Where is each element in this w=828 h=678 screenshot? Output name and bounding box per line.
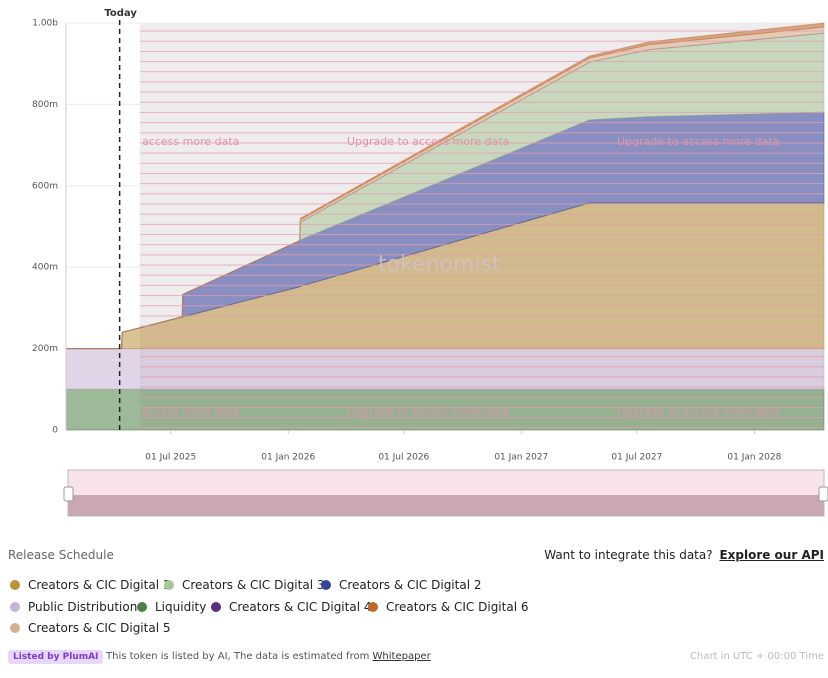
note: This token is listed by AI, The data is … [106,651,370,662]
lock-stripes [140,23,824,430]
y-tick-label: 1.00b [32,19,58,29]
x-tick-label: 01 Jul 2026 [378,453,429,463]
api-prompt: Want to integrate this data? [544,548,713,562]
legend-item[interactable]: Creators & CIC Digital 2 [321,578,481,592]
upgrade-watermark: Upgrade to access more data [347,405,509,418]
y-tick-label: 0 [52,426,58,436]
legend-item[interactable]: Creators & CIC Digital 4 [211,600,371,614]
upgrade-watermark: Upgrade to access more data [617,135,779,148]
legend-label: Creators & CIC Digital 1 [28,578,171,592]
x-tick-label: 01 Jul 2025 [145,453,196,463]
legend-swatch [321,580,331,590]
legend-label: Creators & CIC Digital 2 [339,578,482,592]
legend-label: Creators & CIC Digital 5 [28,621,171,635]
upgrade-watermark: Upgrade to access more data [347,135,509,148]
navigator-series [68,495,824,516]
today-label: Today [104,8,137,19]
navigator-handle[interactable] [63,486,74,502]
legend-label: Public Distribution [28,600,138,614]
upgrade-watermark: Upgrade to access more data [77,135,239,148]
legend-swatch [164,580,174,590]
y-tick-label: 600m [32,181,58,191]
legend-swatch [10,580,20,590]
whitepaper-link[interactable]: Whitepaper [372,651,431,662]
y-tick-label: 800m [32,100,58,110]
upgrade-watermark: Upgrade to access more data [617,405,779,418]
api-cta: Want to integrate this data? Explore our… [544,548,824,562]
legend-item[interactable]: Liquidity [137,600,206,614]
section-title: Release Schedule [8,548,114,562]
legend-swatch [10,623,20,633]
y-tick-label: 200m [32,344,58,354]
upgrade-watermark: Upgrade to access more data [77,405,239,418]
legend-label: Creators & CIC Digital 3 [182,578,325,592]
x-tick-label: 01 Jan 2026 [261,453,315,463]
navigator-handle[interactable] [818,486,828,502]
legend-item[interactable]: Public Distribution [10,600,137,614]
legend-label: Liquidity [155,600,207,614]
legend-label: Creators & CIC Digital 6 [386,600,529,614]
brand-watermark: tokenomist [378,252,501,277]
y-tick-label: 400m [32,263,58,273]
legend-swatch [211,602,221,612]
x-tick-label: 01 Jan 2028 [727,453,781,463]
x-tick-label: 01 Jan 2027 [494,453,548,463]
legend-item[interactable]: Creators & CIC Digital 5 [10,621,170,635]
footer-note: This token is listed by AI, The data is … [106,651,431,662]
legend-item[interactable]: Creators & CIC Digital 6 [368,600,528,614]
chart: Upgrade to access more data Upgrade to ac… [32,8,828,517]
legend-swatch [137,602,147,612]
legend-item[interactable]: Creators & CIC Digital 3 [164,578,324,592]
legend-swatch [368,602,378,612]
ai-badge: Listed by PlumAI [8,650,104,664]
x-tick-label: 01 Jul 2027 [611,453,662,463]
api-link[interactable]: Explore our API [719,548,824,562]
legend-swatch [10,602,20,612]
legend-item[interactable]: Creators & CIC Digital 1 [10,578,170,592]
timezone: Chart in UTC + 00:00 Time [690,651,824,662]
legend-label: Creators & CIC Digital 4 [229,600,372,614]
